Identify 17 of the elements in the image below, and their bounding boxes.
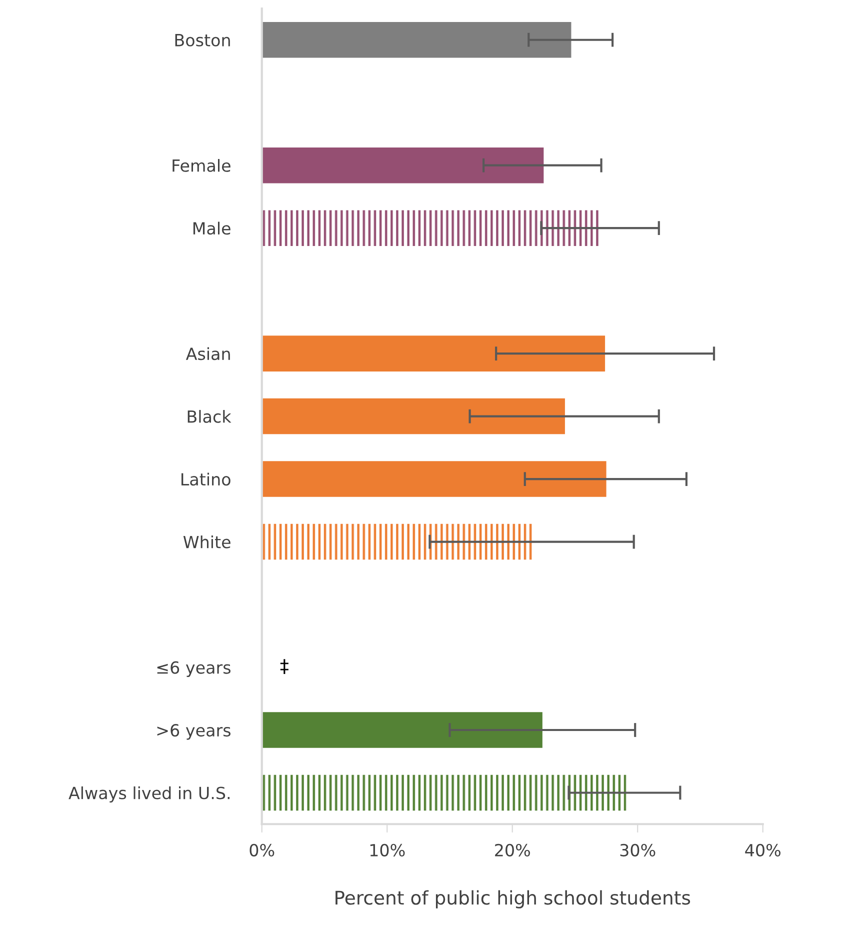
x-tick-label: 20% bbox=[495, 844, 530, 856]
y-tick-label: Male bbox=[193, 222, 230, 235]
x-tick-label: 30% bbox=[620, 844, 656, 856]
y-tick-label: >6 years bbox=[157, 724, 230, 740]
y-tick-label: Black bbox=[188, 410, 232, 423]
y-tick-label: White bbox=[183, 535, 230, 548]
y-tick-label: Always lived in U.S. bbox=[68, 786, 230, 803]
y-tick-label: Female bbox=[172, 159, 230, 172]
y-tick-label: Boston bbox=[175, 34, 230, 46]
x-tick-label: 0% bbox=[250, 844, 274, 856]
y-tick-label: Asian bbox=[186, 347, 230, 360]
y-tick-label: Latino bbox=[182, 472, 230, 486]
y-tick-label: ≤6 years bbox=[157, 661, 230, 678]
x-axis-title: Percent of public high school students bbox=[336, 890, 690, 908]
x-tick-label: 10% bbox=[370, 844, 405, 856]
x-tick-label: 40% bbox=[745, 844, 780, 856]
annotation: ‡ bbox=[280, 659, 288, 674]
